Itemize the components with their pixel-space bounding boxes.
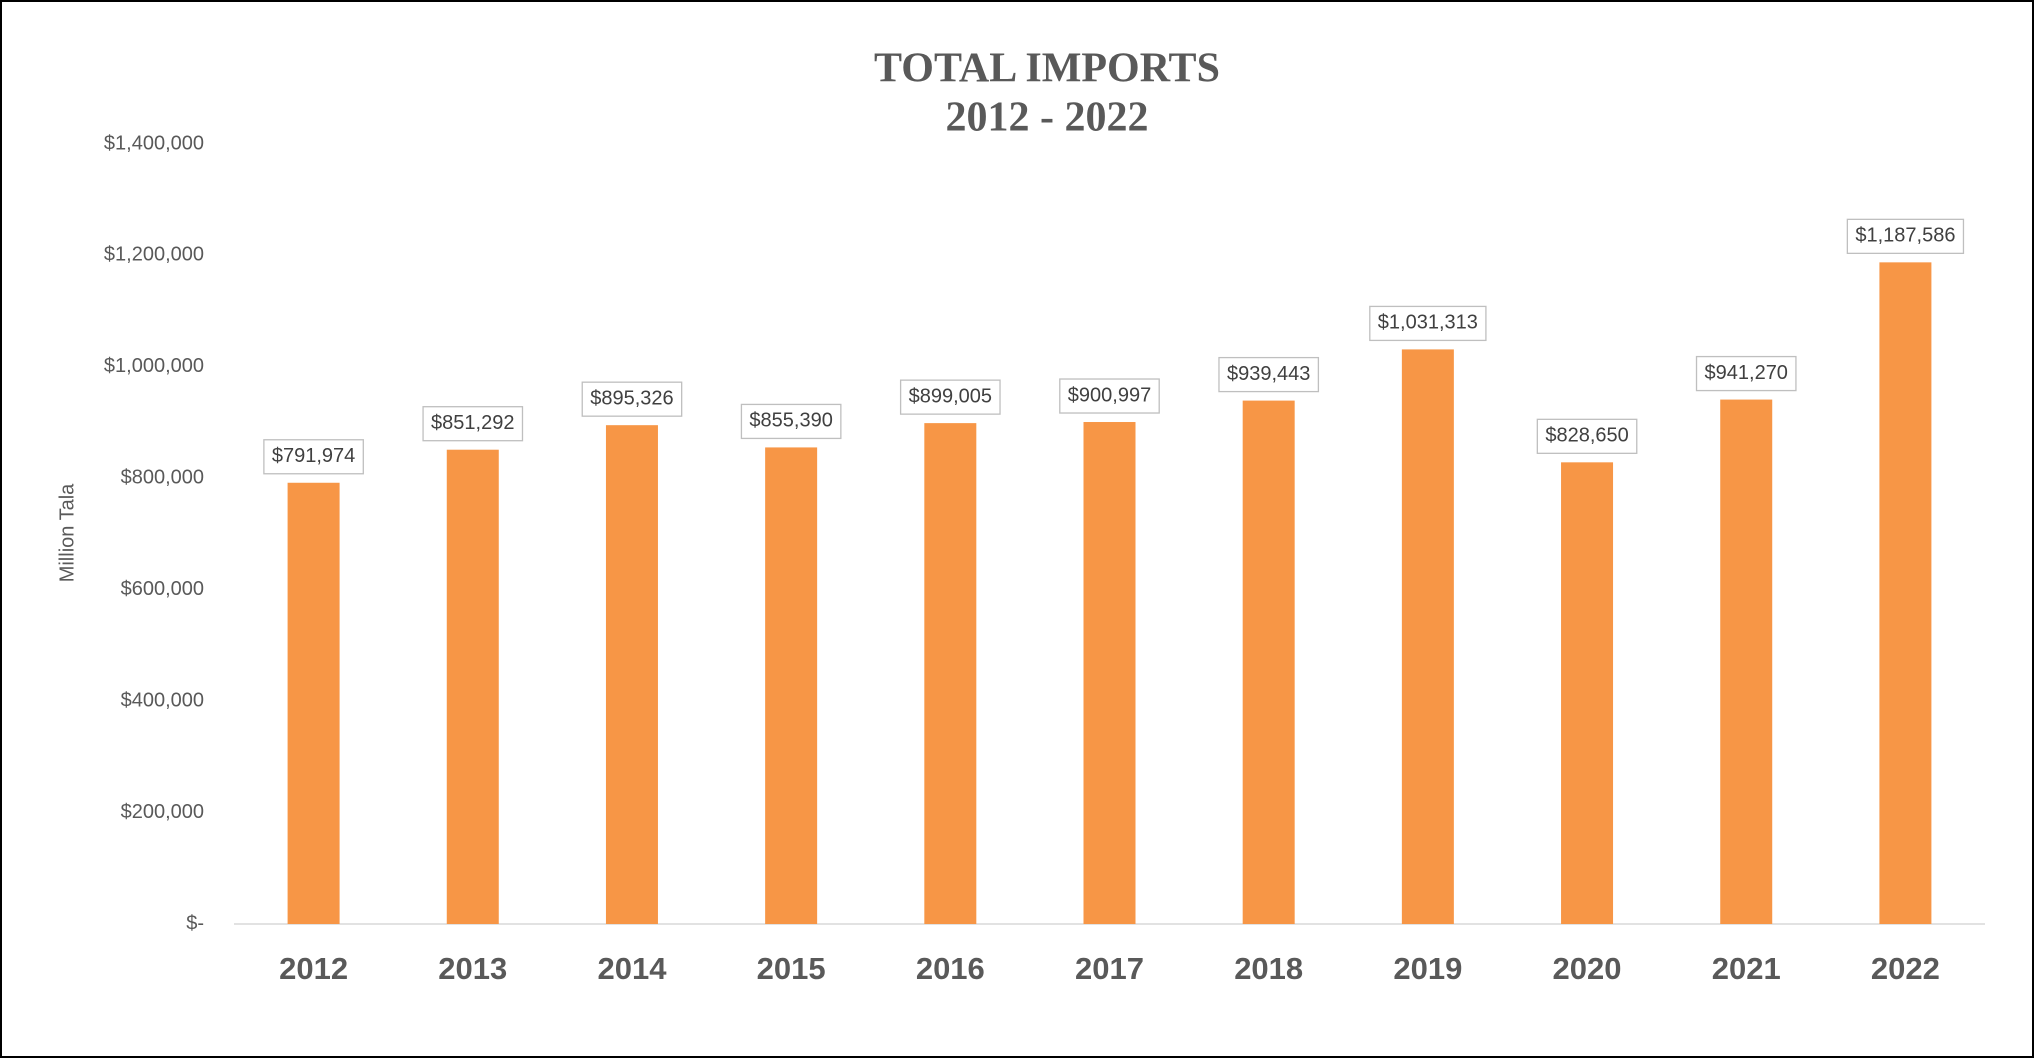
data-label: $939,443 — [1227, 363, 1310, 385]
chart-subtitle: 2012 - 2022 — [946, 95, 1149, 141]
bar — [446, 449, 499, 924]
data-label-box — [1695, 355, 1797, 392]
data-label: $851,292 — [431, 412, 514, 434]
data-label: $1,031,313 — [1378, 312, 1478, 334]
data-label-box — [1846, 218, 1965, 254]
bar — [605, 425, 658, 924]
bar — [1242, 400, 1295, 924]
data-label: $895,326 — [590, 387, 673, 409]
data-label: $941,270 — [1705, 362, 1788, 384]
data-label-box — [263, 439, 364, 475]
data-label: $1,187,586 — [1855, 225, 1955, 247]
data-label: $899,005 — [909, 385, 992, 407]
data-label-box — [899, 379, 1001, 415]
x-tick-label: 2019 — [1393, 951, 1462, 986]
data-label: $900,997 — [1068, 384, 1151, 406]
data-label-box — [740, 403, 842, 440]
bar — [1083, 422, 1136, 924]
data-label-box — [1369, 305, 1487, 342]
bar — [1879, 262, 1932, 924]
x-tick-label: 2017 — [1075, 951, 1144, 986]
y-tick-label: $1,000,000 — [104, 355, 204, 377]
y-tick-label: $400,000 — [121, 689, 204, 711]
bar — [1720, 399, 1773, 925]
chart-title: TOTAL IMPORTS — [874, 46, 1220, 92]
data-label-box — [1218, 356, 1320, 393]
x-tick-label: 2012 — [279, 951, 348, 986]
x-tick-label: 2015 — [757, 951, 826, 986]
y-tick-label: $600,000 — [121, 578, 204, 600]
x-tick-label: 2016 — [916, 951, 985, 986]
data-label-box — [422, 406, 524, 442]
x-tick-label: 2014 — [597, 951, 667, 986]
data-label-box — [1059, 378, 1160, 414]
data-label: $828,650 — [1545, 425, 1628, 447]
y-tick-label: $200,000 — [121, 801, 204, 823]
data-label-box — [1536, 418, 1638, 454]
y-axis-title: Million Tala — [56, 483, 78, 582]
data-label: $855,390 — [749, 410, 832, 432]
bar — [1561, 462, 1614, 924]
bar — [1401, 349, 1454, 924]
x-tick-label: 2022 — [1871, 951, 1940, 986]
x-tick-label: 2020 — [1553, 951, 1622, 986]
bar — [287, 482, 340, 924]
x-tick-label: 2021 — [1712, 951, 1781, 986]
bar — [924, 423, 977, 924]
x-tick-label: 2013 — [438, 951, 507, 986]
data-label: $791,974 — [272, 445, 355, 467]
data-label-box — [581, 381, 683, 417]
x-tick-label: 2018 — [1234, 951, 1303, 986]
bar — [765, 447, 818, 924]
y-tick-label: $800,000 — [121, 467, 204, 489]
y-tick-label: $1,200,000 — [104, 244, 204, 266]
y-tick-label: $- — [186, 912, 204, 934]
y-tick-label: $1,400,000 — [104, 132, 204, 154]
